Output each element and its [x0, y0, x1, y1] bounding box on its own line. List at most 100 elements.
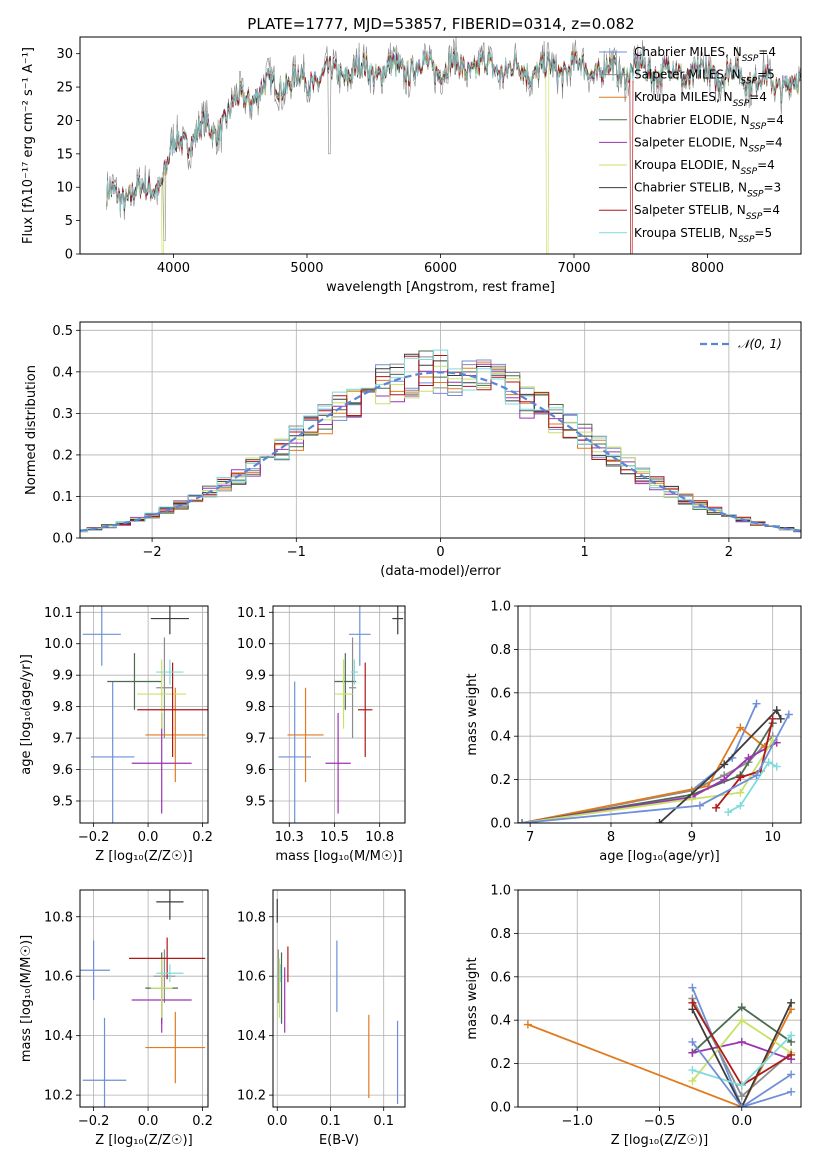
y-tick-label: 9.7: [52, 732, 73, 747]
weight-point-marker: [655, 819, 664, 823]
legend-subscript: SSP: [746, 212, 763, 222]
y-tick-label: 9.9: [245, 669, 266, 684]
y-tick-label: 0.2: [52, 448, 73, 463]
weight-point-marker: [787, 1070, 796, 1079]
residual-legend: 𝒩(0, 1): [700, 337, 782, 351]
x-tick-label: 9: [688, 830, 696, 845]
x-tick-label: 7000: [557, 261, 590, 276]
x-tick-label: 0.0: [731, 1114, 752, 1129]
y-tick-label: 30: [56, 47, 73, 62]
weight-point-marker: [764, 758, 773, 767]
chart-mass-vs-ebv: 0.0 0.1 0.1 10.2 10.4 10.6 10.8 E(B-V): [237, 889, 406, 1148]
y-tick-label: 0.2: [490, 1057, 511, 1072]
chart-residuals: −2 −1 0 1 2 0.0 0.1 0.2 0.3 0.4 0.5 (data-model)/er…: [24, 321, 802, 579]
residual-histogram: [80, 365, 801, 532]
weight-point-marker: [768, 714, 777, 723]
y-tick-label: 10: [56, 181, 73, 196]
weight-point-marker: [523, 1020, 532, 1029]
legend-entry: Chabrier ELODIE, NSSP=4: [634, 113, 784, 132]
legend-subscript: SSP: [738, 235, 755, 245]
weight-point-marker: [772, 706, 781, 715]
weight-point-marker: [772, 762, 781, 771]
panels-layer: 4000 5000 6000 7000 8000051015202530waveleng…: [19, 36, 802, 1148]
legend-entry: Chabrier MILES, NSSP=4: [634, 45, 776, 64]
y-axis-label: Flux [fλ10⁻¹⁷ erg cm⁻² s⁻¹ A⁻¹]: [21, 47, 36, 244]
weight-point-marker: [695, 801, 704, 810]
weight-point-marker: [737, 1103, 746, 1107]
chart-age-vs-mass: 10.3 10.5 10.8 9.5 9.6 9.7 9.8 9.9 10.0 10.1 mass …: [237, 605, 406, 864]
y-tick-label: 9.8: [52, 700, 73, 715]
y-tick-label: 10.8: [44, 910, 73, 925]
x-tick-label: 1: [581, 545, 589, 560]
weight-point-marker: [712, 803, 721, 812]
figure-title: PLATE=1777, MJD=53857, FIBERID=0314, z=0…: [247, 15, 634, 33]
y-tick-label: 0.5: [52, 324, 73, 339]
y-tick-label: 1.0: [490, 884, 511, 899]
axes-frame: [79, 889, 209, 1108]
weight-point-marker: [688, 983, 697, 992]
axes-frame: [517, 889, 802, 1108]
x-tick-label: 0.2: [192, 1114, 213, 1129]
legend-value: =4: [758, 45, 776, 59]
gaussian-reference-line: [80, 371, 801, 532]
y-tick-label: 0.6: [490, 970, 511, 985]
legend-value: =3: [764, 181, 782, 195]
y-tick-label: 1.0: [490, 600, 511, 615]
x-tick-label: 7: [526, 830, 534, 845]
legend-value: =4: [766, 113, 784, 127]
weight-point-marker: [720, 775, 729, 784]
weight-series-line: [727, 761, 778, 813]
legend-entry: Kroupa STELIB, NSSP=5: [634, 226, 772, 245]
y-tick-label: 0.8: [490, 927, 511, 942]
y-axis-label: mass weight: [465, 957, 480, 1039]
weight-plot-area: [518, 699, 793, 823]
weight-series-line: [691, 1002, 792, 1107]
weight-point-marker: [518, 819, 527, 823]
y-tick-label: 10.6: [237, 970, 266, 985]
y-tick-label: 10.1: [237, 606, 266, 621]
weight-point-marker: [737, 1092, 746, 1101]
y-tick-label: 10.0: [237, 637, 266, 652]
axes-frame: [79, 321, 802, 539]
y-tick-label: 15: [56, 147, 73, 162]
legend-value: =4: [757, 158, 775, 172]
chart-age-vs-Z: −0.2 0.0 0.2 9.5 9.6 9.7 9.8 9.9 10.0 10.1 Z [log₁…: [19, 605, 213, 864]
y-tick-label: 20: [56, 114, 73, 129]
x-tick-label: 10: [764, 830, 781, 845]
legend-subscript: SSP: [750, 122, 767, 132]
model-fit-line: [106, 49, 801, 214]
y-tick-label: 9.5: [245, 794, 266, 809]
weight-point-marker: [688, 1048, 697, 1057]
x-tick-label: −0.2: [78, 830, 110, 845]
weight-point-marker: [737, 1037, 746, 1046]
y-tick-label: 0: [65, 248, 73, 263]
legend-entry: 𝒩(0, 1): [738, 337, 782, 351]
y-tick-label: 0.4: [490, 730, 511, 745]
x-tick-label: 0.0: [267, 1114, 288, 1129]
x-axis-label: age [log₁₀(age/yr)]: [599, 849, 720, 864]
legend-value: =4: [749, 90, 767, 104]
y-axis-label: age [log₁₀(age/yr)]: [19, 654, 34, 775]
residual-histogram: [80, 361, 801, 533]
x-tick-label: 5000: [290, 261, 323, 276]
legend-subscript: SSP: [748, 144, 765, 154]
x-axis-label: (data-model)/error: [380, 564, 501, 579]
y-tick-label: 25: [56, 81, 73, 96]
x-axis-label: Z [log₁₀(Z/Z☉)]: [95, 849, 192, 864]
x-tick-label: 0.0: [138, 830, 159, 845]
weight-point-marker: [736, 773, 745, 782]
y-tick-label: 0.1: [52, 490, 73, 505]
weight-point-marker: [737, 1081, 746, 1090]
spectrum-legend: Chabrier MILES, NSSP=4 Salpeter MILES, NS…: [599, 45, 784, 245]
x-axis-label: wavelength [Angstrom, rest frame]: [326, 280, 555, 295]
y-axis-label: mass weight: [465, 673, 480, 755]
weight-point-marker: [752, 771, 761, 780]
y-tick-label: 0.0: [490, 817, 511, 832]
y-tick-label: 10.6: [44, 970, 73, 985]
x-tick-label: 0: [436, 545, 444, 560]
weight-series-line: [715, 718, 774, 809]
legend-value: =5: [757, 68, 775, 82]
weight-series-line: [521, 714, 790, 823]
legend-entry: Salpeter STELIB, NSSP=4: [634, 203, 780, 222]
